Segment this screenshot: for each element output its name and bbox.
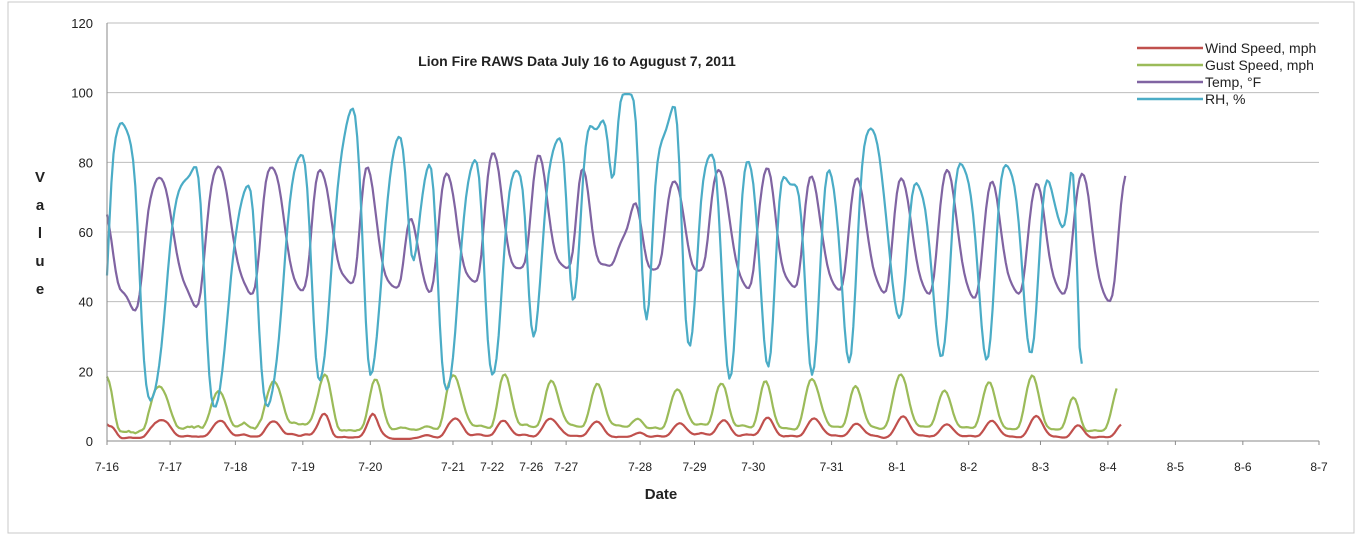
y-tick-label: 120 [71, 16, 93, 31]
series-line-gust-speed [105, 373, 1118, 435]
legend-label: RH, % [1205, 91, 1245, 107]
legend-label: Temp, °F [1205, 74, 1261, 90]
y-tick-label: 60 [79, 225, 93, 240]
x-tick-label: 8-3 [1032, 460, 1050, 474]
axes [106, 23, 1320, 445]
x-tick-label: 7-21 [441, 460, 465, 474]
series-lines [105, 92, 1127, 440]
x-tick-labels: 7-16 7-17 7-18 7-19 7-20 7-21 7-22 7-26 7-27 7-28… [95, 460, 1328, 474]
series-line-rh [105, 92, 1083, 408]
y-tick-label: 100 [71, 86, 93, 101]
series-line-temp [105, 152, 1127, 312]
y-tick-label: 0 [86, 434, 93, 449]
legend-label: Gust Speed, mph [1205, 57, 1314, 73]
x-tick-label: 7-16 [95, 460, 119, 474]
y-tick-label: 20 [79, 364, 93, 379]
legend-label: Wind Speed, mph [1205, 40, 1316, 56]
x-tick-label: 8-2 [960, 460, 978, 474]
chart-title: Lion Fire RAWS Data July 16 to Agugust 7… [418, 53, 736, 69]
x-tick-label: 7-28 [628, 460, 652, 474]
x-tick-label: 7-17 [158, 460, 182, 474]
x-tick-label: 8-5 [1167, 460, 1185, 474]
y-tick-labels: 0 20 40 60 80 100 120 [71, 16, 93, 449]
x-tick-label: 7-22 [480, 460, 504, 474]
x-tick-label: 7-19 [291, 460, 315, 474]
x-tick-label: 7-29 [682, 460, 706, 474]
x-tick-label: 7-26 [519, 460, 543, 474]
x-axis-title: Date [645, 486, 678, 503]
y-tick-label: 80 [79, 155, 93, 170]
y-tick-label: 40 [79, 295, 93, 310]
series-line-wind-speed [106, 412, 1122, 440]
x-tick-label: 8-1 [888, 460, 906, 474]
x-tick-label: 7-18 [223, 460, 247, 474]
x-tick-label: 8-4 [1099, 460, 1117, 474]
x-tick-label: 7-27 [554, 460, 578, 474]
x-tick-label: 7-20 [358, 460, 382, 474]
x-tick-label: 7-31 [820, 460, 844, 474]
x-tick-label: 8-6 [1234, 460, 1252, 474]
x-tick-label: 8-7 [1310, 460, 1328, 474]
x-tick-label: 7-30 [741, 460, 765, 474]
